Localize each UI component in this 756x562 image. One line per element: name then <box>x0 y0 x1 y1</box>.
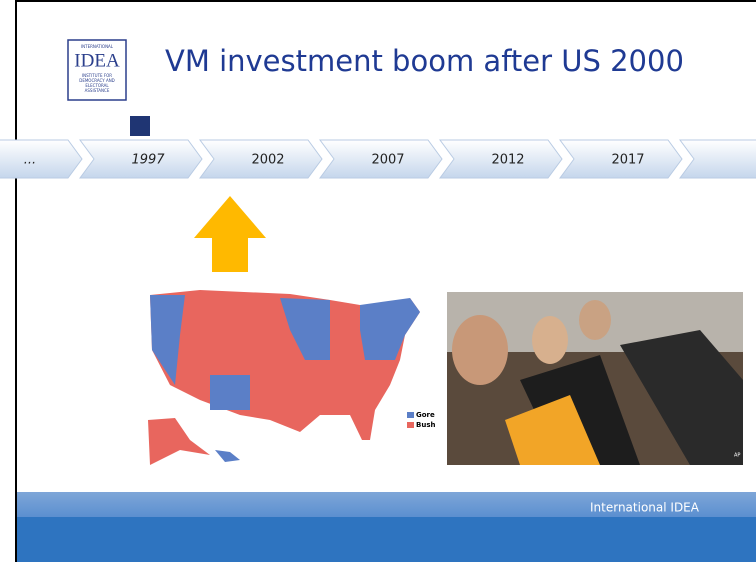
photo-person <box>452 315 508 385</box>
photo-booth-sign <box>505 395 600 465</box>
timeline-chevron <box>79 139 203 179</box>
logo-line: ASSISTANCE <box>85 88 110 93</box>
timeline-chevron <box>199 139 323 179</box>
timeline-chevron <box>679 139 756 179</box>
legend-label: Bush <box>416 421 435 429</box>
footer <box>17 517 756 562</box>
timeline-chevron <box>439 139 563 179</box>
map-blue-nm <box>210 375 250 410</box>
logo-name: IDEA <box>74 50 120 71</box>
photo-credit: AP <box>734 453 740 459</box>
logo-top: INTERNATIONAL <box>81 44 114 49</box>
voting-photo: AP <box>447 292 743 465</box>
timeline-label: 2012 <box>491 153 524 168</box>
logo-line: INSTITUTE FOR <box>82 73 112 78</box>
map-alaska <box>148 418 210 465</box>
map-blue-northeast <box>360 298 420 360</box>
timeline-chevron <box>319 139 443 179</box>
legend-swatch <box>407 422 414 428</box>
map-blue-midwest <box>280 298 330 360</box>
logo: INTERNATIONAL IDEA INSTITUTE FOR DEMOCRA… <box>67 39 150 136</box>
election-map: Gore Bush <box>148 290 435 465</box>
up-arrow <box>194 196 266 272</box>
map-hawaii <box>215 450 240 462</box>
legend-label: Gore <box>416 411 435 419</box>
photo-person <box>579 300 611 340</box>
footer-text: International IDEA <box>590 501 700 515</box>
timeline-label: 2007 <box>371 153 404 168</box>
photo-person <box>532 316 568 364</box>
map-blue-west <box>150 295 185 385</box>
timeline-label: 2017 <box>611 153 644 168</box>
footer-band <box>17 492 756 517</box>
logo-square <box>130 116 150 136</box>
photo-booth <box>620 330 743 465</box>
legend-swatch <box>407 412 414 418</box>
timeline-label: 2002 <box>251 153 284 168</box>
logo-line: ELECTORAL <box>85 83 109 88</box>
logo-line: DEMOCRACY AND <box>79 78 115 83</box>
slide-title: VM investment boom after US 2000 <box>165 44 684 78</box>
logo-frame <box>67 39 127 101</box>
timeline-label: 1997 <box>131 153 165 168</box>
timeline: ... 1997 2002 2007 2012 2017 <box>0 139 756 179</box>
timeline-chevron <box>559 139 683 179</box>
timeline-label: ... <box>24 153 36 168</box>
timeline-chevron <box>0 139 83 179</box>
